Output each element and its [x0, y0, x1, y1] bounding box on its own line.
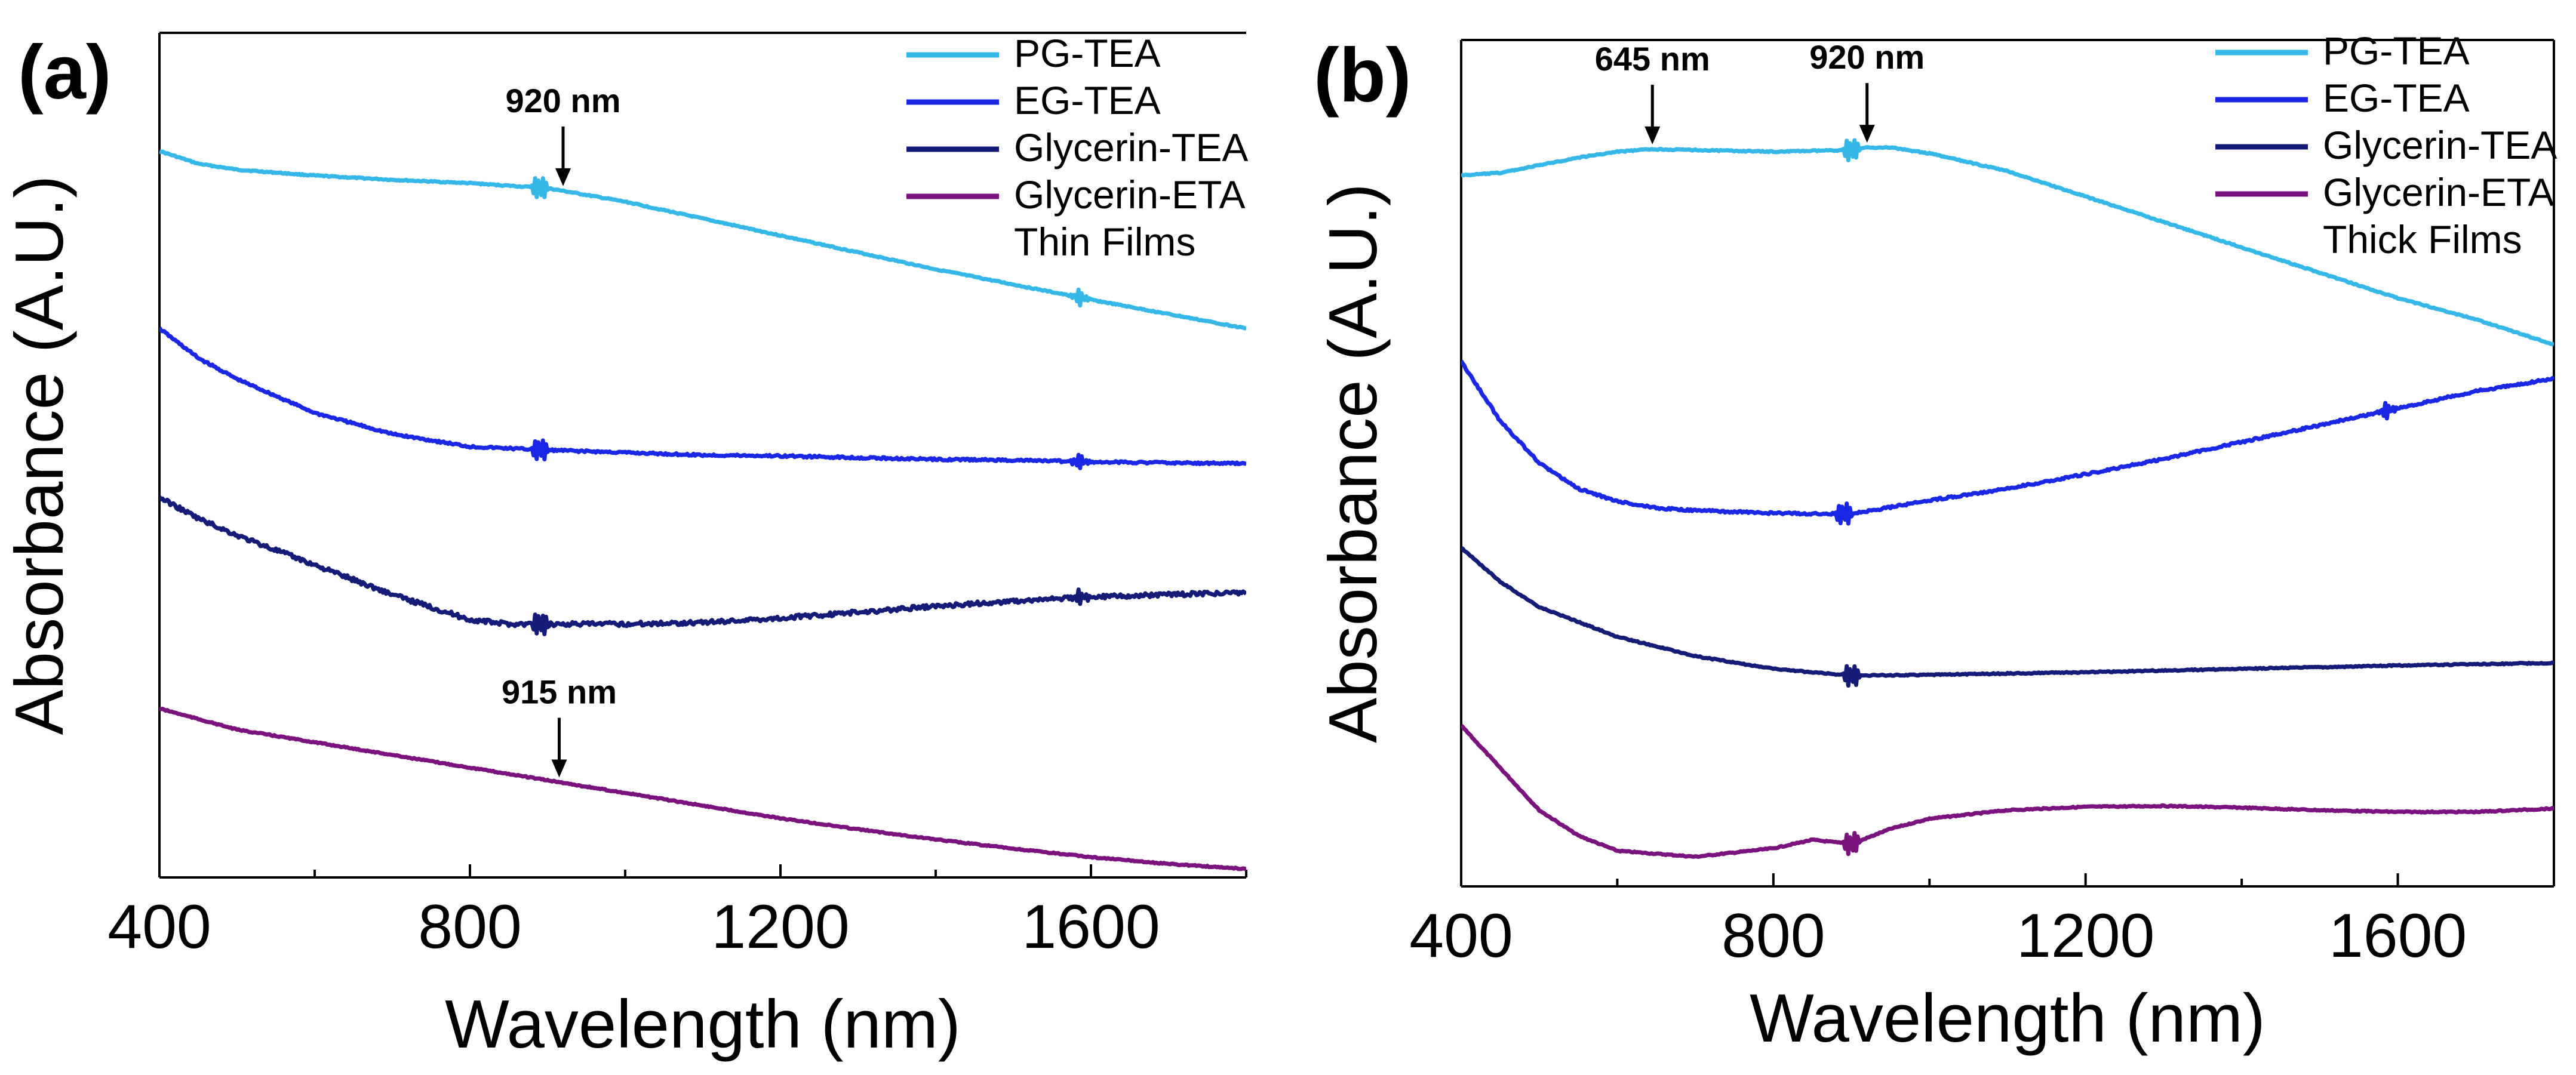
series-line-pg-tea	[159, 149, 1246, 331]
x-tick-label: 1200	[711, 892, 849, 962]
annotation-arrowhead	[551, 759, 567, 778]
x-tick-label: 800	[1722, 901, 1825, 971]
annotation-label: 645 nm	[1595, 40, 1710, 78]
x-tick-label: 800	[418, 892, 522, 962]
series-line-eg-tea	[1461, 359, 2554, 526]
annotation-label: 915 nm	[502, 673, 617, 710]
annotation-label: 920 nm	[1809, 38, 1925, 76]
series-line-glycerin-tea	[1461, 546, 2554, 688]
series-line-glycerin-tea	[159, 495, 1246, 636]
legend-label-glycerin-tea: Glycerin-TEA	[2323, 123, 2557, 167]
series-line-glycerin-eta	[159, 706, 1246, 871]
x-tick-label: 1600	[1022, 892, 1160, 962]
chart-panel-a: (a) 400 800 1200 1600 Wavelength (nm) Absorban…	[2, 30, 1248, 1062]
panel-label: (b)	[1314, 33, 1411, 118]
legend-label-glycerin-eta: Glycerin-ETA	[2323, 170, 2555, 214]
legend-label-pg-tea: PG-TEA	[2323, 29, 2470, 73]
x-tick-label: 1600	[2329, 901, 2467, 971]
annotation-arrowhead	[555, 168, 571, 186]
legend-note: Thin Films	[1014, 220, 1195, 264]
legend-label-glycerin-tea: Glycerin-TEA	[1014, 125, 1248, 170]
legend-note: Thick Films	[2323, 217, 2522, 261]
annotation-label: 920 nm	[506, 82, 621, 119]
legend-label-eg-tea: EG-TEA	[2323, 76, 2470, 120]
chart-panel-b: (b) 400 800 1200 1600 Wavelength (nm) Absorban…	[1314, 29, 2557, 1056]
y-axis-title: Absorbance (A.U.)	[2, 175, 78, 735]
series-line-glycerin-eta	[1461, 723, 2554, 859]
x-axis-title: Wavelength (nm)	[1750, 981, 2265, 1056]
panel-label: (a)	[18, 30, 111, 115]
annotation-arrowhead	[1859, 125, 1875, 143]
x-axis-title: Wavelength (nm)	[445, 987, 961, 1062]
x-tick-label: 1200	[2016, 901, 2154, 971]
x-tick-label: 400	[1409, 901, 1513, 971]
legend-label-glycerin-eta: Glycerin-ETA	[1014, 173, 1246, 217]
annotation-arrowhead	[1644, 126, 1661, 144]
y-axis-title: Absorbance (A.U.)	[1315, 183, 1391, 743]
x-tick-label: 400	[107, 892, 211, 962]
series-line-eg-tea	[159, 326, 1246, 470]
legend-label-pg-tea: PG-TEA	[1014, 31, 1161, 75]
series-line-pg-tea	[1461, 138, 2554, 347]
legend-label-eg-tea: EG-TEA	[1014, 78, 1161, 122]
